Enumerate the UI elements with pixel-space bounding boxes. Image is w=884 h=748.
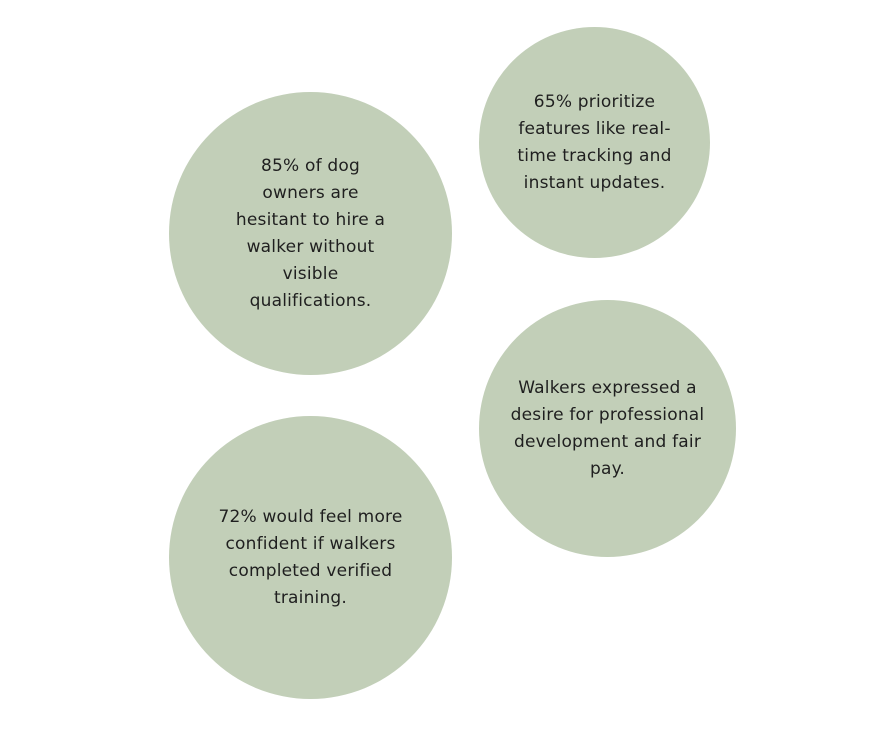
stat-bubble-realtime-tracking: 65% prioritize features like real-time t… <box>479 27 710 258</box>
stat-bubble-text: 65% prioritize features like real-time t… <box>517 91 672 193</box>
stat-bubble-owners-hesitant: 85% of dog owners are hesitant to hire a… <box>169 92 452 375</box>
stat-bubble-text: 85% of dog owners are hesitant to hire a… <box>235 155 386 311</box>
stat-bubble-text: 72% would feel more confident if walkers… <box>218 506 403 608</box>
stat-bubble-verified-training: 72% would feel more confident if walkers… <box>169 416 452 699</box>
stat-bubble-walker-development: Walkers expressed a desire for professio… <box>479 300 736 557</box>
stat-bubble-text: Walkers expressed a desire for professio… <box>510 377 705 479</box>
